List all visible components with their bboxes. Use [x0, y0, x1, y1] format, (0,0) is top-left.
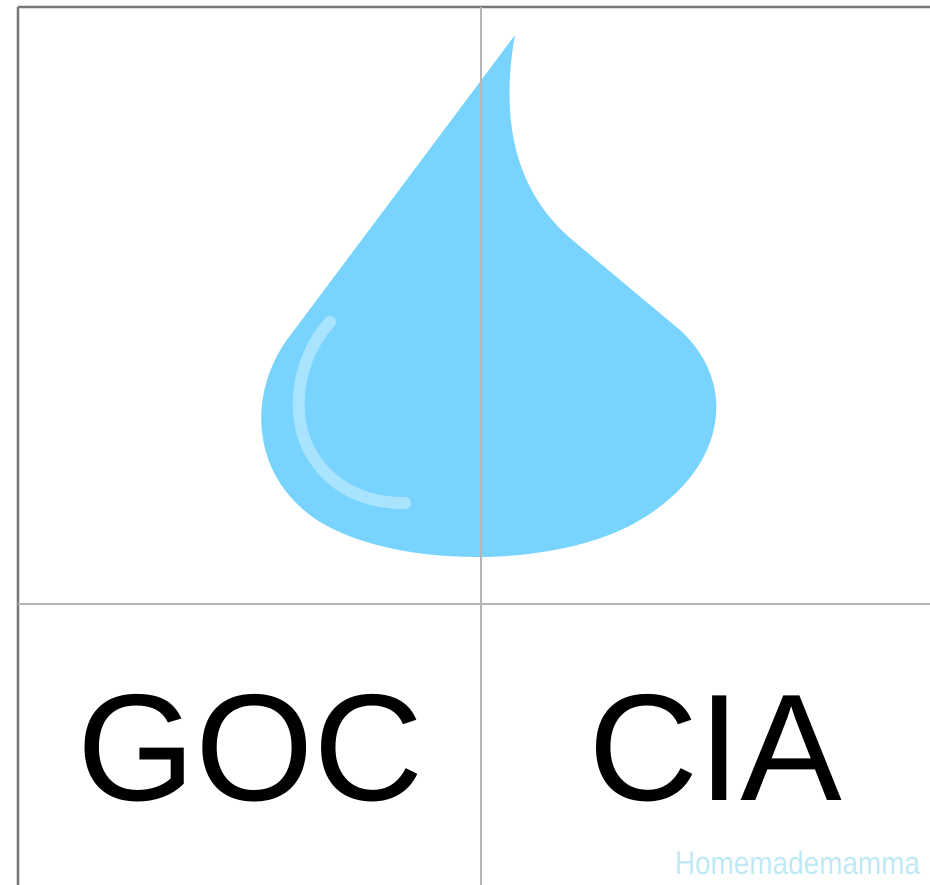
word-card: GOC: [77, 663, 423, 833]
page: GOC CIA Homemademamma (() => { const dat…: [0, 0, 930, 885]
watermark: Homemademamma: [675, 845, 920, 881]
worksheet: GOC CIA Homemademamma: [0, 0, 930, 885]
word-card: CIA: [588, 663, 842, 833]
